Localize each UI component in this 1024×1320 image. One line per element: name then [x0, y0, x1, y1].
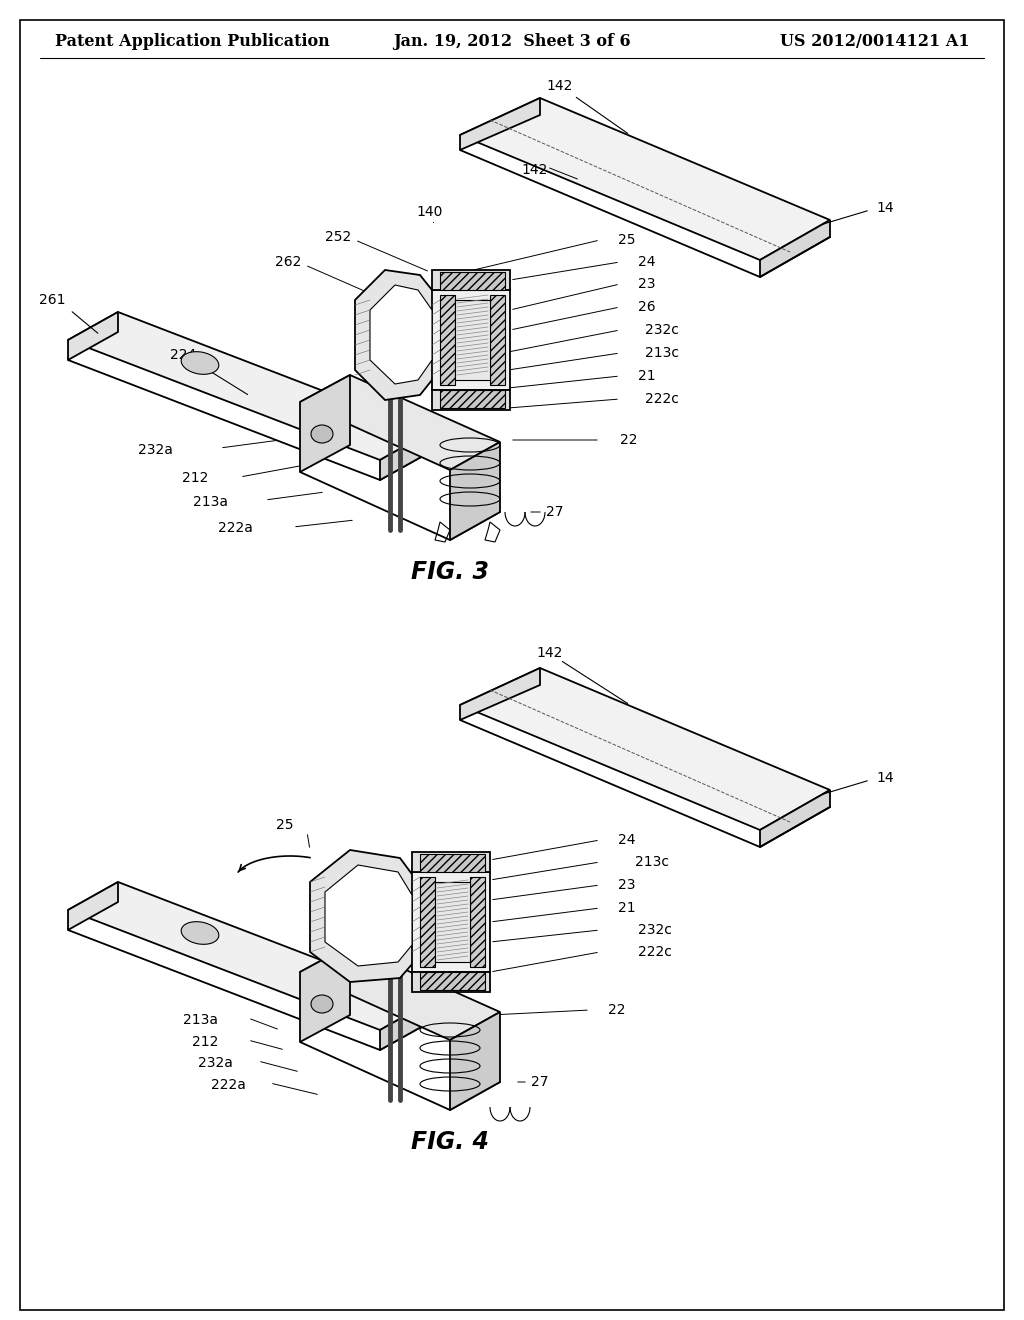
Text: 262: 262	[274, 255, 301, 269]
Polygon shape	[432, 290, 510, 389]
Text: 23: 23	[618, 878, 636, 892]
Text: 140: 140	[417, 205, 443, 219]
Text: 25: 25	[276, 818, 294, 832]
Polygon shape	[440, 389, 505, 408]
Polygon shape	[325, 865, 412, 966]
Polygon shape	[460, 98, 830, 260]
Text: 222a: 222a	[211, 1078, 246, 1092]
Ellipse shape	[311, 995, 333, 1012]
Polygon shape	[420, 972, 485, 990]
Text: 27: 27	[531, 1074, 549, 1089]
Text: 14: 14	[877, 771, 894, 785]
Text: 213c: 213c	[645, 346, 679, 360]
Polygon shape	[420, 854, 485, 873]
Text: 224: 224	[170, 348, 197, 362]
Polygon shape	[370, 285, 432, 384]
Text: 252: 252	[325, 230, 351, 244]
Polygon shape	[460, 668, 830, 830]
Polygon shape	[470, 876, 485, 968]
Polygon shape	[380, 1002, 430, 1049]
Polygon shape	[432, 271, 510, 290]
Text: 24: 24	[638, 255, 655, 269]
Polygon shape	[460, 668, 540, 719]
Polygon shape	[450, 1012, 500, 1110]
Polygon shape	[440, 294, 455, 385]
Polygon shape	[435, 882, 470, 962]
Polygon shape	[68, 312, 118, 360]
Polygon shape	[760, 220, 830, 277]
Polygon shape	[68, 882, 118, 931]
Ellipse shape	[311, 425, 333, 444]
Text: FIG. 4: FIG. 4	[411, 1130, 489, 1154]
Ellipse shape	[181, 921, 219, 944]
Text: 26: 26	[638, 300, 655, 314]
Polygon shape	[455, 300, 490, 380]
Text: 213a: 213a	[182, 1012, 217, 1027]
Text: 21: 21	[638, 370, 655, 383]
Text: 213c: 213c	[635, 855, 669, 869]
Text: 25: 25	[618, 234, 636, 247]
Text: 27: 27	[546, 506, 564, 519]
Polygon shape	[300, 375, 350, 473]
Text: 232c: 232c	[645, 323, 679, 337]
Text: FIG. 3: FIG. 3	[411, 560, 489, 583]
Text: 14: 14	[877, 201, 894, 215]
Text: 21: 21	[618, 902, 636, 915]
Text: Jan. 19, 2012  Sheet 3 of 6: Jan. 19, 2012 Sheet 3 of 6	[393, 33, 631, 50]
Polygon shape	[450, 442, 500, 540]
Polygon shape	[68, 312, 430, 459]
Text: 213a: 213a	[193, 495, 227, 510]
Text: 222c: 222c	[638, 945, 672, 960]
Text: 232a: 232a	[137, 444, 172, 457]
Polygon shape	[300, 375, 500, 470]
Text: 23: 23	[638, 277, 655, 290]
Text: 212: 212	[191, 1035, 218, 1049]
Polygon shape	[355, 271, 440, 400]
Ellipse shape	[181, 351, 219, 375]
Text: 142: 142	[522, 162, 548, 177]
Text: 232a: 232a	[198, 1056, 232, 1071]
Polygon shape	[68, 882, 430, 1030]
Polygon shape	[420, 876, 435, 968]
Text: 24: 24	[618, 833, 636, 847]
Text: 212: 212	[182, 471, 208, 484]
Polygon shape	[460, 98, 540, 150]
Polygon shape	[310, 850, 420, 982]
Text: US 2012/0014121 A1: US 2012/0014121 A1	[780, 33, 970, 50]
Text: 261: 261	[39, 293, 66, 308]
Polygon shape	[300, 945, 500, 1040]
Polygon shape	[412, 873, 490, 972]
Text: Patent Application Publication: Patent Application Publication	[55, 33, 330, 50]
Polygon shape	[432, 389, 510, 411]
Text: 22: 22	[620, 433, 638, 447]
Polygon shape	[490, 294, 505, 385]
Polygon shape	[300, 945, 350, 1041]
Text: 22: 22	[608, 1003, 626, 1016]
Text: 142: 142	[547, 79, 628, 133]
Text: 232c: 232c	[638, 923, 672, 937]
Polygon shape	[412, 972, 490, 993]
Text: 222a: 222a	[217, 521, 253, 535]
Polygon shape	[440, 272, 505, 290]
Polygon shape	[412, 851, 490, 873]
Polygon shape	[760, 789, 830, 847]
Text: 142: 142	[537, 645, 563, 660]
Polygon shape	[380, 432, 430, 480]
Text: 222c: 222c	[645, 392, 679, 407]
